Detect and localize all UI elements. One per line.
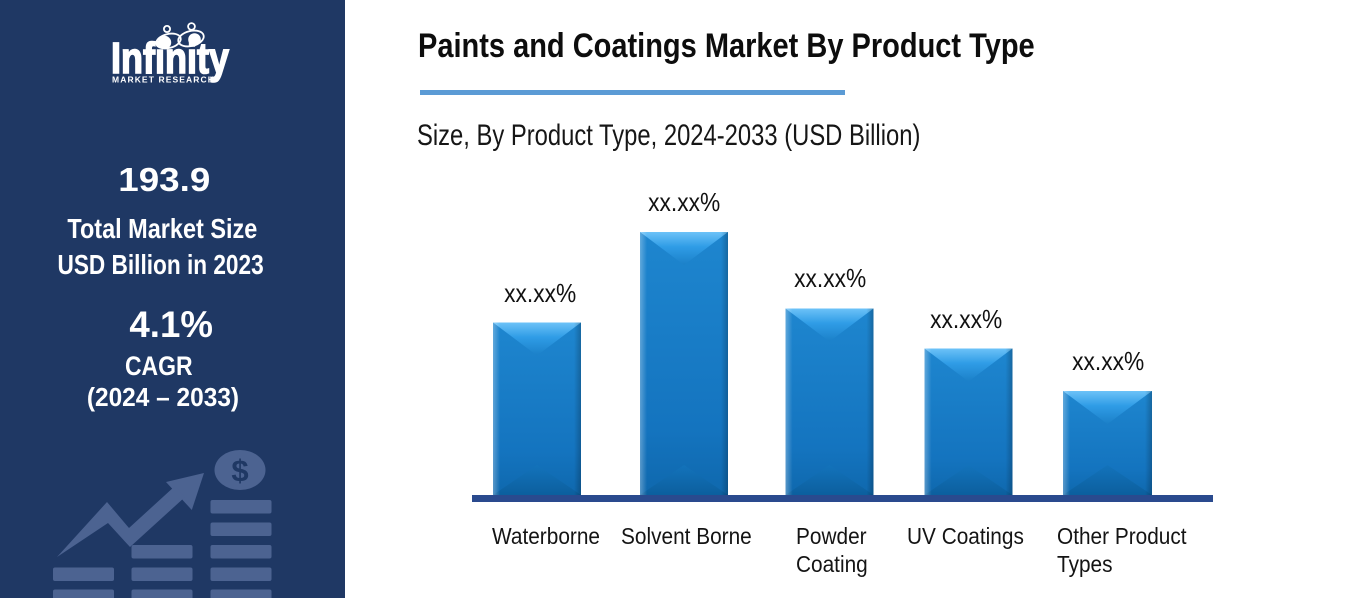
- svg-text:Infinity: Infinity: [111, 34, 229, 83]
- svg-text:$: $: [231, 453, 248, 488]
- svg-text:MARKET RESEARCH: MARKET RESEARCH: [112, 75, 215, 85]
